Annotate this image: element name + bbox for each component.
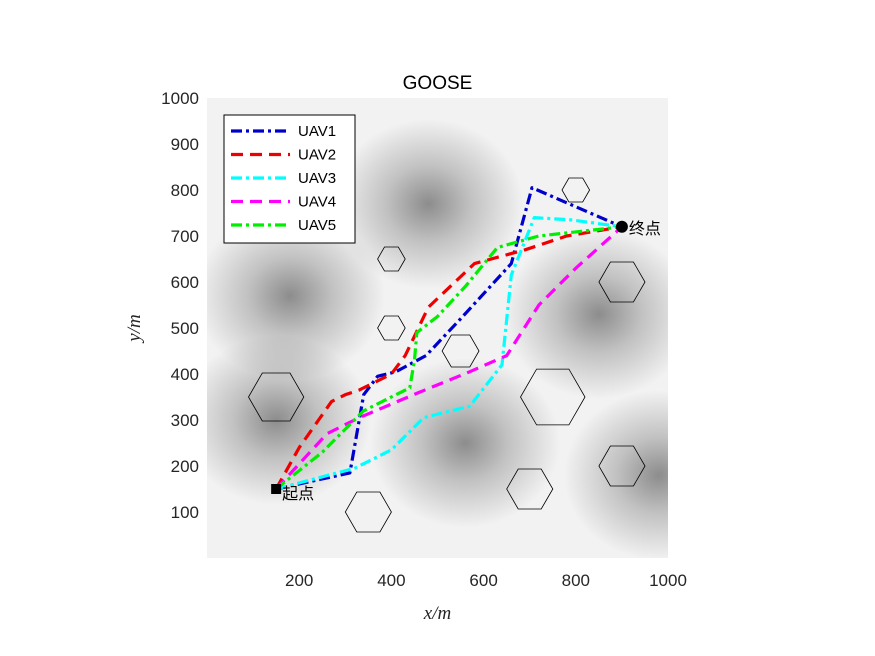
threat-zone-6 — [207, 335, 372, 505]
path-uav2 — [274, 225, 623, 490]
start-marker — [271, 484, 282, 494]
y-tick-label: 200 — [171, 457, 199, 476]
path-uav4 — [274, 225, 623, 491]
threat-heatmap — [207, 118, 668, 558]
end-label: 终点 — [629, 219, 661, 238]
obstacle-1 — [248, 372, 305, 422]
start-label: 起点 — [282, 484, 314, 503]
x-tick-label: 1000 — [649, 571, 687, 590]
y-axis-label: y/m — [124, 314, 145, 343]
obstacle-7 — [520, 368, 586, 426]
path-uav5 — [275, 225, 623, 491]
path-uav1 — [275, 186, 623, 491]
legend-label-uav2: UAV2 — [298, 147, 336, 164]
x-axis-label: x/m — [423, 603, 451, 624]
threat-zone-5 — [563, 390, 668, 558]
obstacle-6 — [598, 261, 646, 303]
y-tick-label: 700 — [171, 227, 199, 246]
legend-label-uav1: UAV1 — [298, 123, 336, 140]
x-tick-label: 600 — [469, 571, 497, 590]
obstacle-3 — [377, 315, 406, 341]
x-tick-label: 200 — [285, 571, 313, 590]
threat-zone-3 — [503, 229, 668, 400]
chart-title: GOOSE — [403, 73, 473, 94]
y-tick-label: 400 — [171, 365, 199, 384]
legend-box — [223, 114, 356, 244]
y-tick-label: 1000 — [161, 89, 199, 108]
y-tick-label: 600 — [171, 273, 199, 292]
uav-paths — [274, 186, 623, 491]
y-tick-label: 100 — [171, 503, 199, 522]
y-tick-label: 900 — [171, 135, 199, 154]
obstacle-layer — [248, 177, 646, 533]
end-marker — [615, 220, 628, 233]
y-tick-label: 800 — [171, 181, 199, 200]
legend: UAV1 UAV2 UAV3 UAV4 UAV5 — [223, 114, 356, 244]
threat-zone-4 — [370, 358, 561, 528]
legend-label-uav4: UAV4 — [298, 194, 336, 211]
obstacle-2 — [377, 246, 406, 272]
x-tick-label: 400 — [377, 571, 405, 590]
threat-zone-1 — [333, 118, 524, 289]
y-tick-label: 500 — [171, 319, 199, 338]
obstacle-10 — [344, 491, 392, 533]
legend-label-uav3: UAV3 — [298, 170, 336, 187]
obstacle-8 — [598, 445, 646, 487]
start-end-markers: 起点 终点 — [271, 219, 661, 503]
obstacle-9 — [506, 468, 554, 510]
x-tick-label: 800 — [562, 571, 590, 590]
obstacle-4 — [441, 334, 480, 368]
obstacle-5 — [561, 177, 591, 203]
y-tick-label: 300 — [171, 411, 199, 430]
axis-ticks: 200 400 600 800 1000 100 200 300 400 500 600 700 800… — [161, 89, 687, 590]
legend-label-uav5: UAV5 — [298, 217, 336, 234]
